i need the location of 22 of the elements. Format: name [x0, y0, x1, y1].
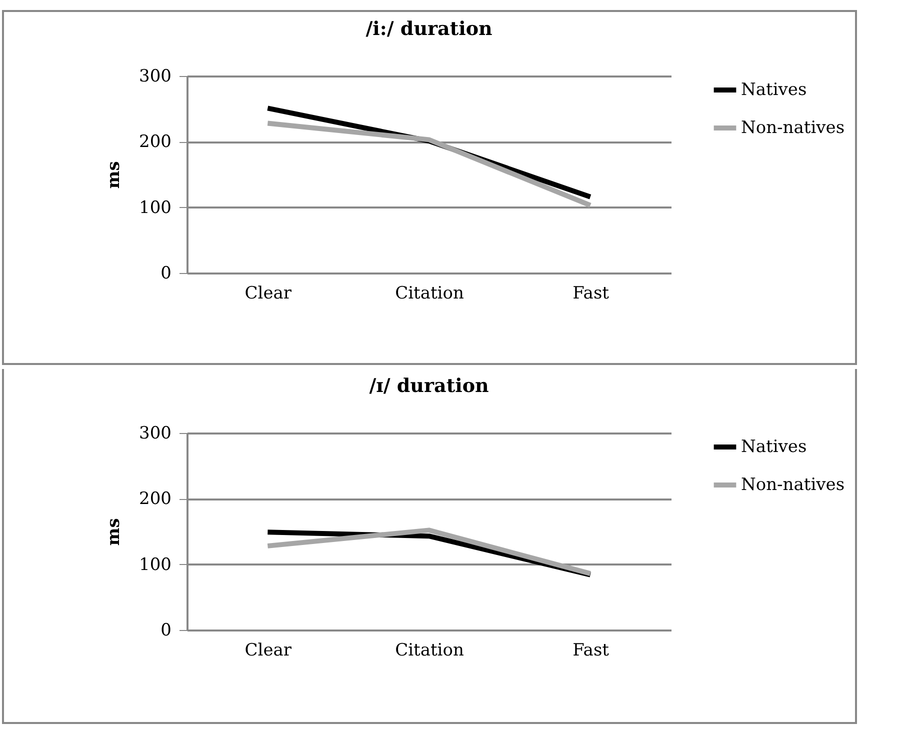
y-tick-label: 100 [139, 554, 172, 575]
y-tick-label: 0 [160, 620, 172, 640]
x-tick-label: Fast [572, 640, 610, 660]
y-tick-label: 200 [139, 132, 172, 152]
y-tick-label: 0 [160, 264, 172, 284]
legend-label: Non-natives [741, 118, 845, 138]
y-axis-title: ms [104, 518, 124, 546]
legend-label: Natives [741, 80, 807, 100]
y-tick-label: 300 [139, 424, 172, 444]
y-tick-label: 200 [139, 489, 172, 510]
legend-label: Natives [741, 437, 807, 457]
chart-title: /ɪ/ duration [369, 375, 489, 397]
legend-label: Non-natives [741, 475, 845, 495]
y-tick-label: 100 [139, 198, 172, 218]
y-tick-label: 300 [139, 66, 172, 86]
x-tick-label: Clear [244, 284, 292, 304]
x-tick-label: Clear [244, 640, 292, 660]
x-tick-label: Citation [395, 640, 464, 660]
y-axis-title: ms [104, 161, 124, 189]
x-tick-label: Fast [572, 284, 610, 304]
chart-title: /i:/ duration [366, 18, 492, 40]
x-tick-label: Citation [395, 284, 464, 304]
